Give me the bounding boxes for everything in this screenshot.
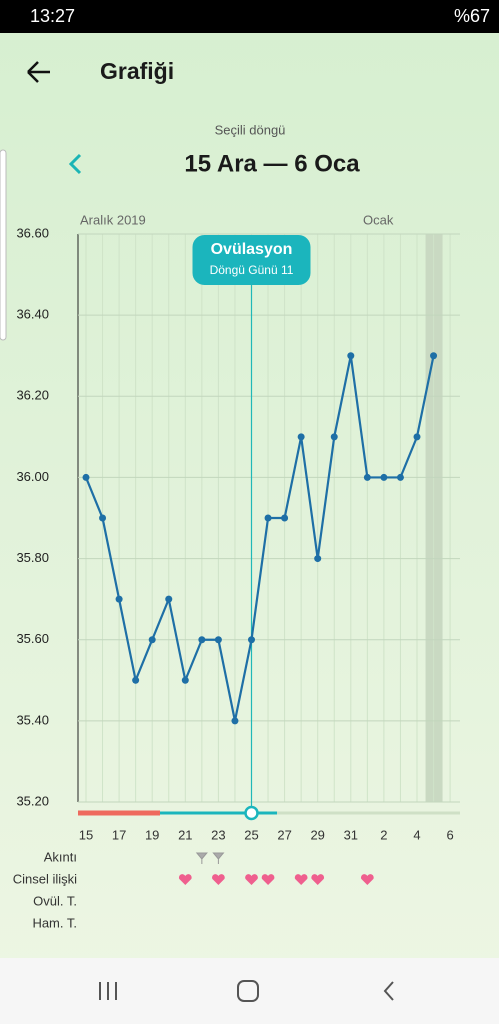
temperature-point [231,717,239,725]
ovulation-subtitle: Döngü Günü 11 [210,263,294,277]
row-label: Akıntı [44,849,77,864]
row-label: Cinsel ilişki [13,871,77,886]
nav-back[interactable] [383,981,394,1001]
x-tick-label: 27 [277,827,291,842]
discharge-icon [212,852,225,864]
x-tick-label: 6 [446,827,453,842]
ovulation-badge [192,235,311,285]
x-tick-label: 29 [310,827,324,842]
x-tick-label: 4 [413,827,420,842]
temperature-point [413,433,421,441]
nav-recent[interactable] [99,982,117,1000]
heart-icon [311,874,325,885]
x-tick-label: 23 [211,827,225,842]
heart-icon [212,874,225,885]
nav-home[interactable] [237,980,259,1002]
temperature-point [264,514,272,522]
x-tick-label: 2 [380,827,387,842]
month-label: Ocak [363,212,394,227]
temperature-point [380,473,388,481]
heart-icon [261,874,275,885]
prev-cycle[interactable] [68,153,82,175]
temperature-point [132,676,140,684]
y-tick-label: 36.60 [16,225,49,240]
status-time: 13:27 [30,6,75,26]
row-label: Ovül. T. [33,893,77,908]
temperature-point [214,636,222,644]
y-tick-label: 36.20 [16,388,49,403]
temperature-point [396,473,404,481]
x-tick-label: 25 [244,827,258,842]
temperature-point [347,352,355,360]
row-label: Ham. T. [32,915,77,930]
temperature-point [82,473,90,481]
x-tick-label: 17 [112,827,126,842]
temperature-point [198,636,206,644]
temperature-point [181,676,189,684]
side-handle [0,149,7,341]
x-tick-label: 19 [145,827,159,842]
temperature-line [84,355,435,722]
temperature-point [165,595,173,603]
x-tick-label: 15 [79,827,93,842]
temperature-point [297,433,305,441]
y-tick-label: 35.60 [16,631,49,646]
heart-icon [178,874,192,885]
y-tick-label: 36.40 [16,307,49,322]
temperature-point [281,514,289,522]
temperature-point [115,595,123,603]
status-battery: %67 [454,6,490,26]
x-tick-label: 31 [344,827,358,842]
temperature-point [248,636,255,644]
phase-today [244,805,259,821]
temperature-point [314,555,322,563]
y-tick-label: 35.20 [16,793,49,808]
status-bar [0,0,499,33]
ovulation-title: Ovülasyon [211,241,293,258]
back-button[interactable] [27,61,50,83]
temperature-point [330,433,338,441]
nav-bar [0,958,499,1024]
temperature-point [99,514,107,522]
temperature-point [148,636,156,644]
x-tick-label: 21 [178,827,192,842]
cycle-range: 15 Ara — 6 Oca [184,150,360,177]
temperature-point [363,473,371,481]
y-tick-label: 35.40 [16,712,49,727]
discharge-icon [195,852,208,864]
heart-icon [360,874,374,885]
temperature-point [430,352,438,360]
month-label: Aralık 2019 [80,212,146,227]
y-tick-label: 36.00 [16,469,49,484]
y-tick-label: 35.80 [16,550,49,565]
heart-icon [294,874,308,885]
page-title: Grafiği [100,58,174,84]
cycle-caption: Seçili döngü [215,122,286,137]
heart-icon [245,874,258,885]
